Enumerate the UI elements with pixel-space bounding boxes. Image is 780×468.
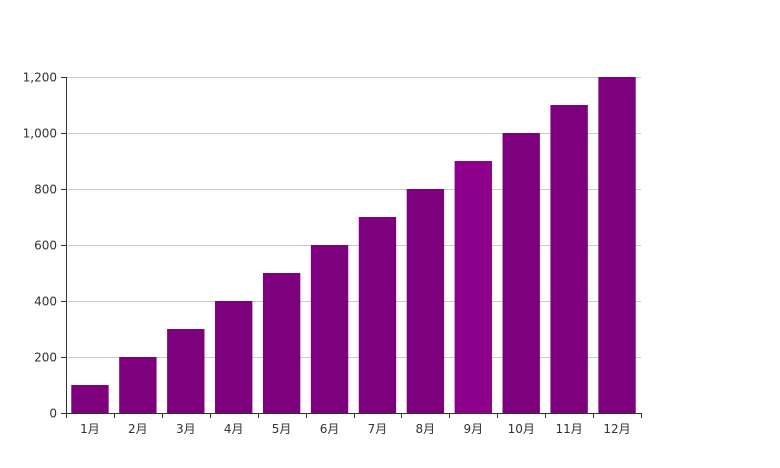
bar xyxy=(550,105,588,413)
y-tick-label: 1,200 xyxy=(23,71,57,85)
x-tick-label: 8月 xyxy=(416,422,436,436)
y-tick-label: 800 xyxy=(34,183,57,197)
x-tick-label: 12月 xyxy=(603,422,630,436)
x-tick-label: 9月 xyxy=(463,422,483,436)
bar xyxy=(215,301,253,413)
bar xyxy=(71,385,109,413)
x-tick-label: 4月 xyxy=(224,422,244,436)
bar xyxy=(262,273,301,413)
bar xyxy=(406,189,445,413)
x-tick-label: 7月 xyxy=(368,422,388,436)
y-tick-label: 400 xyxy=(34,295,57,309)
y-tick-label: 600 xyxy=(34,239,57,253)
bar xyxy=(167,329,205,413)
bar xyxy=(119,357,157,413)
x-tick-label: 11月 xyxy=(555,422,582,436)
x-tick-label: 1月 xyxy=(80,422,100,436)
bar xyxy=(358,217,397,413)
x-tick-label: 3月 xyxy=(176,422,196,436)
bar xyxy=(454,161,492,413)
x-tick-label: 10月 xyxy=(508,422,535,436)
bar xyxy=(502,133,540,413)
x-tick-label: 5月 xyxy=(272,422,292,436)
bar xyxy=(598,77,636,413)
y-tick-label: 200 xyxy=(34,351,57,365)
y-tick-label: 0 xyxy=(49,407,57,421)
y-tick-label: 1,000 xyxy=(23,127,57,141)
x-tick-label: 6月 xyxy=(320,422,340,436)
x-tick-label: 2月 xyxy=(128,422,148,436)
bar xyxy=(310,245,349,413)
